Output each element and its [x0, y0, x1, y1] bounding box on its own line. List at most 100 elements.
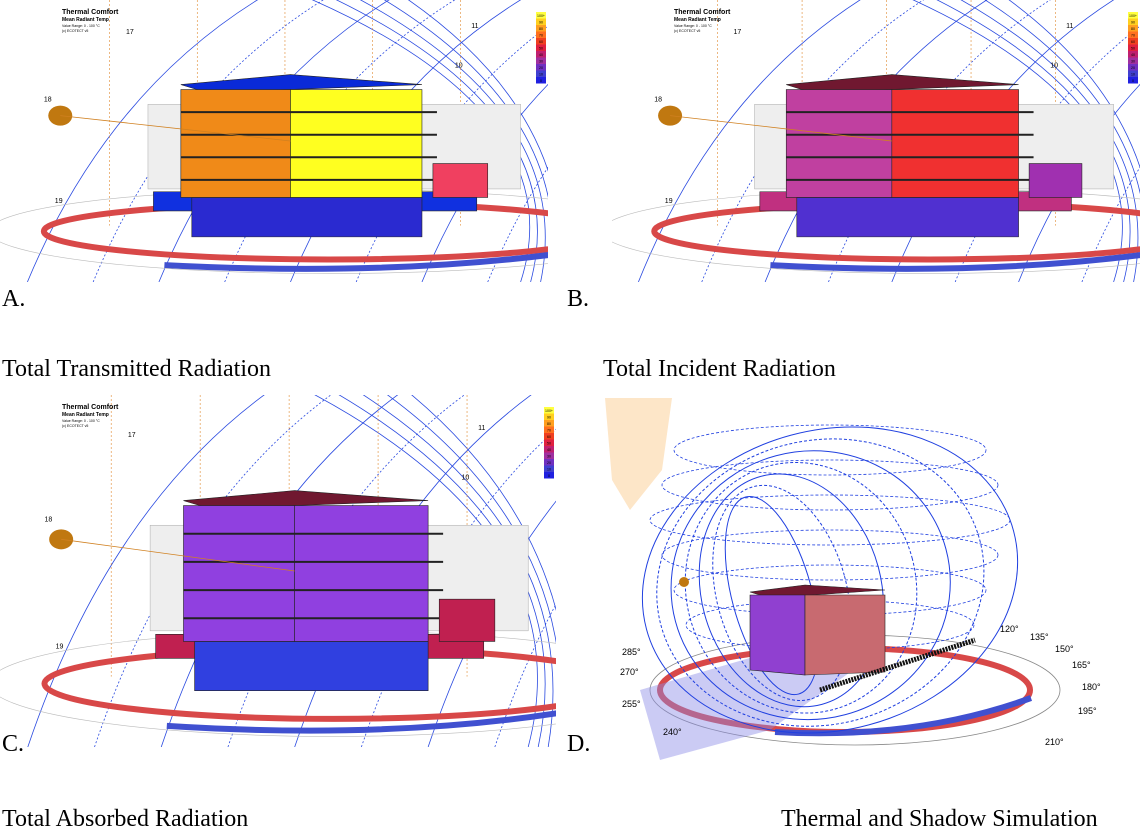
- legend-swatch: [544, 452, 554, 459]
- legend-label: 40: [547, 448, 551, 452]
- facade-right: [891, 89, 1019, 198]
- dome-ring: [673, 424, 987, 476]
- panel-label: C.: [2, 731, 24, 757]
- compass-label: 135°: [1030, 632, 1049, 642]
- compass-label: 270°: [620, 667, 639, 677]
- legend-swatch: [536, 64, 546, 71]
- header-title: Thermal Comfort: [674, 9, 731, 16]
- hour-label: 10: [461, 474, 469, 481]
- sun-path-arc: [1008, 0, 1140, 169]
- legend-label: 100+: [537, 14, 545, 18]
- hour-label: 11: [1066, 23, 1073, 30]
- legend-label: 20: [1131, 66, 1135, 70]
- legend-swatch: [536, 38, 546, 45]
- dome-ring: [661, 459, 999, 511]
- panel-label: A.: [2, 286, 25, 312]
- sun-ray: [60, 115, 291, 142]
- sun-ray: [61, 538, 295, 572]
- legend-swatch: [1128, 12, 1138, 19]
- compass-label: 240°: [663, 727, 682, 737]
- dome-line: [684, 461, 918, 714]
- base: [194, 641, 429, 691]
- sun-path-line: [638, 0, 861, 282]
- header-credit: (c) ECOTECT v5: [62, 29, 88, 33]
- sun-path-line: [1018, 83, 1140, 282]
- legend-swatch: [544, 446, 554, 453]
- legend-swatch: [536, 77, 546, 84]
- sun-path-line: [494, 603, 556, 747]
- dome-ring: [685, 599, 975, 651]
- legend-label: 10: [1131, 72, 1135, 76]
- base: [796, 197, 1019, 238]
- legend-label: 40: [539, 53, 543, 57]
- legend-swatch: [544, 439, 554, 446]
- sun-path-line: [487, 166, 548, 282]
- sun-path-line: [27, 395, 265, 747]
- legend-label: 0: [1132, 79, 1134, 83]
- legend-swatch: [536, 12, 546, 19]
- facade-right: [290, 89, 423, 198]
- legend-label: 100+: [545, 409, 553, 413]
- legend-swatch: [1128, 77, 1138, 84]
- ground-ring-blue: [166, 710, 556, 734]
- header-credit: (c) ECOTECT v5: [674, 29, 700, 33]
- compass-label: 195°: [1078, 706, 1097, 716]
- legend-swatch: [544, 407, 554, 414]
- legend-swatch: [536, 25, 546, 32]
- legend-swatch: [1128, 44, 1138, 51]
- legend-swatch: [1128, 25, 1138, 32]
- legend-swatch: [536, 18, 546, 25]
- sun-path-arc: [407, 0, 548, 172]
- legend-swatch: [1128, 51, 1138, 58]
- panel-label: D.: [567, 731, 590, 757]
- legend-label: 50: [547, 441, 551, 445]
- header-title: Thermal Comfort: [62, 9, 119, 16]
- dome-ring: [649, 494, 1011, 546]
- facade-left: [183, 505, 295, 642]
- render-panel: 120° 135° 150° 165° 180° 195° 210° 240° 255° 270°…: [605, 398, 1101, 760]
- hour-label: 18: [654, 97, 662, 104]
- facade-right: [804, 594, 886, 676]
- compass-label: 210°: [1045, 737, 1064, 747]
- hour-label: 19: [665, 198, 673, 205]
- legend-label: 80: [539, 27, 543, 31]
- legend-label: 50: [1131, 46, 1135, 50]
- legend-label: 30: [547, 454, 551, 458]
- sun-path-line: [94, 395, 332, 747]
- shade-strip: [819, 637, 976, 693]
- sun-path-line: [427, 500, 556, 747]
- panel-caption: Total Incident Radiation: [603, 356, 836, 382]
- wing-right: [432, 163, 489, 198]
- legend-swatch: [1128, 57, 1138, 64]
- legend-swatch: [544, 413, 554, 420]
- header-range: Value Range: 0 - 100 °C: [62, 24, 100, 28]
- legend-label: 30: [539, 59, 543, 63]
- base: [191, 197, 423, 238]
- legend-swatch: [536, 70, 546, 77]
- wing-right: [1028, 163, 1083, 198]
- legend-label: 40: [1131, 53, 1135, 57]
- header-subtitle: Mean Radiant Temp: [62, 17, 109, 23]
- dome-line: [698, 473, 885, 708]
- legend-swatch: [544, 426, 554, 433]
- sun-path-line: [27, 0, 259, 282]
- legend-swatch: [1128, 70, 1138, 77]
- legend-label: 80: [547, 422, 551, 426]
- header-credit: (c) ECOTECT v5: [62, 424, 88, 428]
- wing-right: [438, 598, 496, 642]
- legend-swatch: [1128, 18, 1138, 25]
- legend-label: 50: [539, 46, 543, 50]
- legend-swatch: [544, 472, 554, 479]
- hour-label: 19: [55, 198, 63, 205]
- legend-label: 60: [539, 40, 543, 44]
- legend-swatch: [536, 51, 546, 58]
- legend-label: 20: [539, 66, 543, 70]
- legend-label: 90: [1131, 20, 1135, 24]
- legend-swatch: [544, 420, 554, 427]
- legend-swatch: [544, 459, 554, 466]
- hour-label: 11: [471, 23, 478, 30]
- legend-swatch: [536, 44, 546, 51]
